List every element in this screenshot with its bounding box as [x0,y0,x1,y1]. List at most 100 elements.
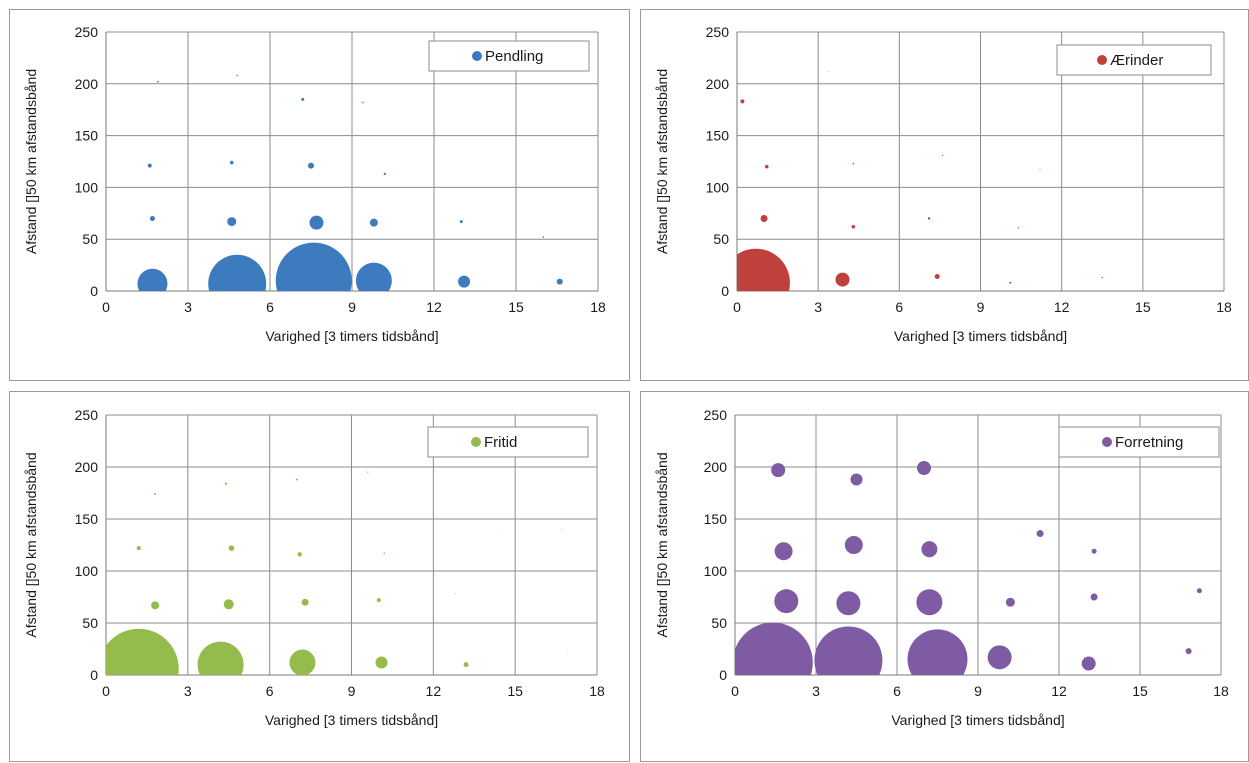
bubble-point [309,215,324,230]
y-tick-label: 200 [75,459,99,475]
bubble-point [197,641,244,675]
y-tick-label: 50 [713,231,729,247]
x-tick-label: 3 [184,683,192,699]
bubble-point [917,461,931,476]
bubble-point [301,97,305,101]
x-axis-label: Varighed [3 timers tidsbånd] [891,712,1064,728]
bubble-point [501,532,502,533]
bubble-point [301,598,309,606]
bubble-point [1009,281,1012,284]
bubble-point [454,593,456,595]
bubble-point [275,242,352,291]
y-tick-label: 150 [706,128,730,144]
bubble-point [1091,548,1097,554]
x-tick-label: 12 [1051,683,1067,699]
bubble-point [987,645,1012,670]
x-tick-label: 12 [1054,299,1070,315]
bubble-point [907,629,968,675]
y-tick-label: 50 [711,615,727,631]
y-tick-label: 150 [704,511,728,527]
bubble-point [1039,169,1041,171]
bubble-point [154,493,157,496]
legend-swatch [1102,437,1112,447]
bubble-point [566,651,568,653]
bubble-point [1017,227,1020,229]
x-tick-label: 18 [590,299,606,315]
y-tick-label: 50 [82,231,98,247]
x-tick-label: 0 [731,683,739,699]
bubble-point [1036,530,1044,538]
grid [105,31,599,292]
bubble-point [375,656,388,669]
chart-panel-fritid: 0 3 6 9 12 15 18 0 50 100 150 200 250 Varighed [3 tim… [9,391,630,762]
bubble-point [927,217,931,220]
bubble-point [836,591,861,616]
bubble-point [157,80,159,83]
legend-swatch [472,51,482,61]
bubble-point [376,598,381,603]
bubble-point [764,164,769,169]
legend-label: Forretning [1115,434,1183,451]
bubble-point [223,599,234,610]
x-tick-label: 3 [184,299,192,315]
bubble-point [1090,593,1098,601]
legend: Forretning [1058,426,1220,458]
chart-panel-forretning: 0 3 6 9 12 15 18 0 50 100 150 200 250 Varighed [3 tim… [640,391,1249,762]
x-axis-label: Varighed [3 timers tidsbånd] [894,328,1067,344]
y-tick-label: 0 [721,283,729,299]
y-tick-label: 150 [75,511,99,527]
bubble-point [852,162,855,165]
bubble-point [737,248,790,291]
bubble-point [224,482,228,485]
x-tick-label: 15 [508,299,524,315]
bubble-point [1005,597,1015,607]
bubble-point [208,254,267,291]
y-axis-label: Afstand []50 km afstandsbånd [654,69,670,254]
chart-panel-aerinder: 0 3 6 9 12 15 18 0 50 100 150 200 250 Varighed [3 tim… [640,9,1249,381]
bubble-point [137,268,168,291]
bubble-point [942,154,944,156]
bubble-point [383,552,386,555]
bubble-point [227,217,237,227]
y-tick-label: 100 [704,563,728,579]
y-tick-label: 250 [704,407,728,423]
bubble-point [106,628,179,675]
series-bubbles [137,74,563,291]
x-axis-label: Varighed [3 timers tidsbånd] [265,712,438,728]
y-axis-label: Afstand []50 km afstandsbånd [654,452,670,637]
bubble-point [774,589,799,614]
bubble-point [297,552,302,557]
legend-box [1056,44,1212,76]
chart-svg: 0 3 6 9 12 15 18 0 50 100 150 200 250 Varighed [3 tim… [23,407,605,728]
y-tick-label: 100 [75,563,99,579]
bubble-point [771,463,786,478]
bubble-point [362,101,364,104]
x-tick-label: 0 [102,683,110,699]
y-tick-label: 250 [706,24,730,40]
y-tick-label: 100 [75,179,99,195]
legend-box [427,426,589,458]
x-tick-label: 15 [1135,299,1151,315]
legend-box [428,40,590,72]
series-bubbles [737,70,1103,291]
y-axis-label: Afstand []50 km afstandsbånd [23,69,39,254]
x-tick-label: 12 [426,683,442,699]
bubble-point [1196,588,1202,594]
chart-panel-pendling: 0 3 6 9 12 15 18 0 50 100 150 200 250 Varighed [3 tim… [9,9,630,381]
y-tick-label: 200 [704,459,728,475]
bubble-point [835,272,850,287]
y-tick-label: 200 [75,76,99,92]
bubble-point [934,273,940,279]
legend-box [1058,426,1220,458]
y-tick-label: 250 [75,407,99,423]
legend-label: Pendling [485,48,543,65]
bubble-point [236,74,238,77]
x-tick-label: 3 [812,683,820,699]
y-tick-label: 100 [706,179,730,195]
x-tick-label: 6 [266,683,274,699]
bubble-point [814,626,883,675]
bubble-point [229,160,234,165]
series-bubbles [735,461,1202,675]
legend-swatch [471,437,481,447]
bubble-point [561,528,563,530]
